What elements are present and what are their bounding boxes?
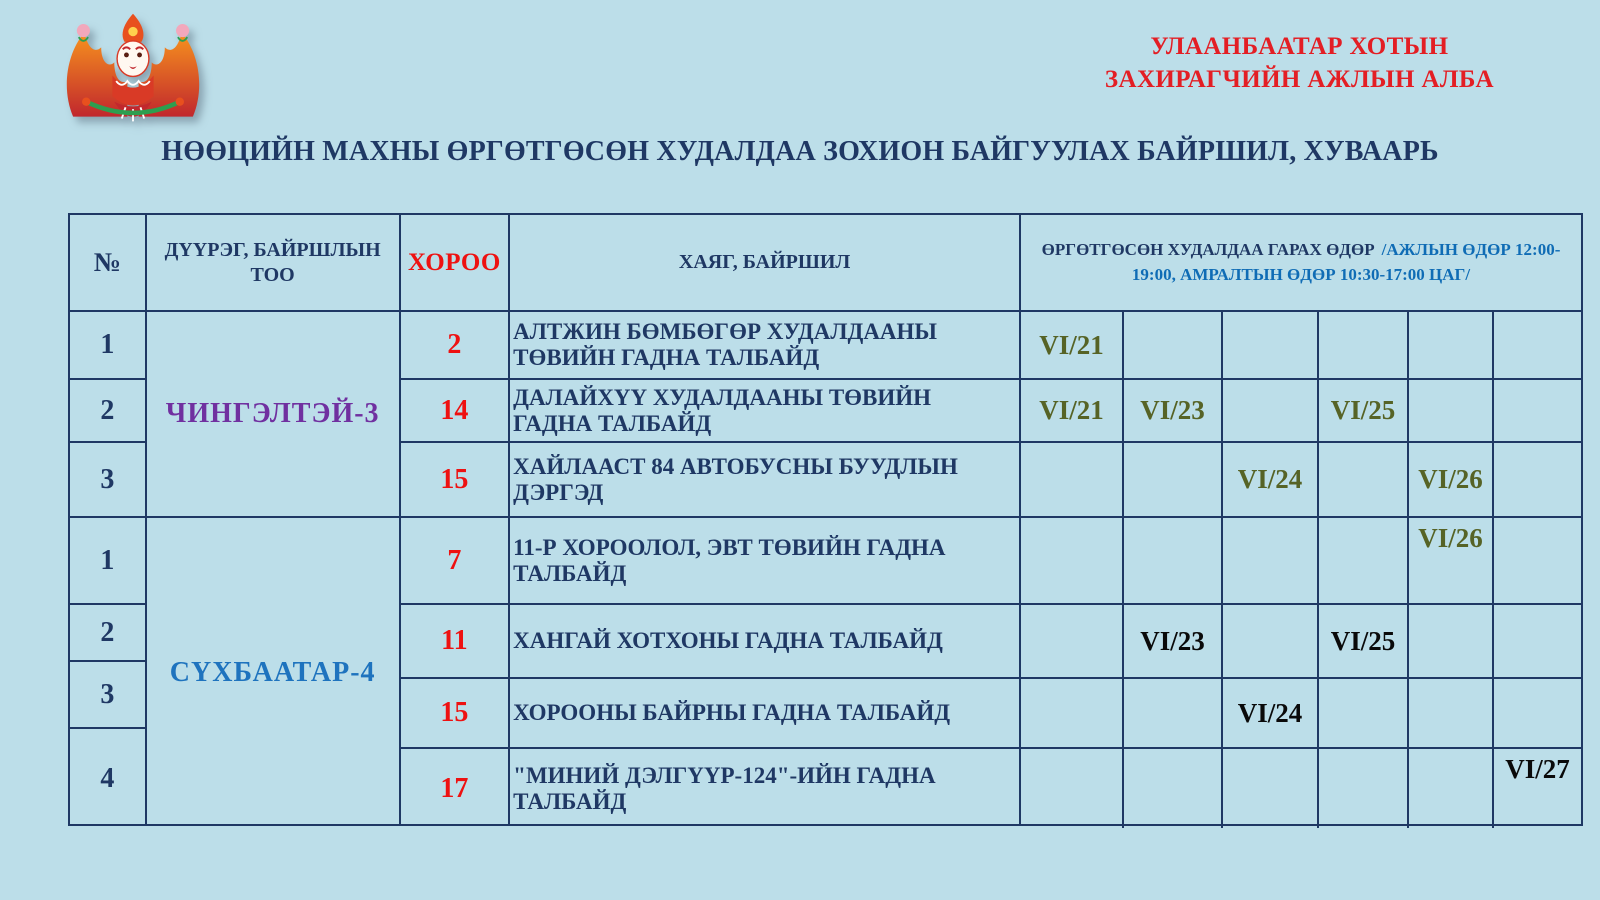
date-row: VI/21 VI/23 VI/25	[1021, 380, 1582, 443]
date-cell	[1021, 518, 1125, 603]
address-cell: ХАЙЛААСТ 84 АВТОБУСНЫ БУУДЛЫН ДЭРГЭД	[510, 443, 1020, 518]
date-row: VI/27	[1021, 749, 1581, 828]
khoroo-number-cell: 7	[400, 518, 509, 605]
date-cell	[1124, 518, 1224, 603]
date-cell	[1223, 380, 1320, 441]
date-cell	[1223, 518, 1320, 603]
date-cell	[1494, 679, 1581, 747]
date-cell: VI/23	[1124, 605, 1224, 677]
address-cell: "МИНИЙ ДЭЛГҮҮР-124"-ИЙН ГАДНА ТАЛБАЙД	[513, 762, 936, 814]
date-cell	[1409, 605, 1495, 677]
date-cell: VI/21	[1021, 380, 1125, 441]
page-title: НӨӨЦИЙН МАХНЫ ӨРГӨТГӨСӨН ХУДАЛДАА ЗОХИОН…	[161, 136, 1439, 167]
date-cell	[1319, 312, 1410, 378]
date-cell	[1021, 749, 1125, 828]
date-row: VI/24	[1021, 679, 1582, 749]
row-number-cell: 2	[70, 605, 145, 662]
date-cell	[1021, 605, 1125, 677]
date-cell	[1409, 312, 1495, 378]
date-cell	[1021, 443, 1125, 516]
header-schedule-main: ӨРГӨТГӨСӨН ХУДАЛДАА ГАРАХ ӨДӨР	[1041, 239, 1375, 259]
row-number-cell: 1	[70, 312, 145, 380]
date-cell	[1124, 749, 1224, 828]
row-number-cell: 4	[100, 762, 115, 794]
district-name-cell: ЧИНГЭЛТЭЙ-3	[146, 312, 399, 518]
date-cell	[1494, 443, 1581, 516]
row-number-cell: 3	[70, 443, 145, 518]
date-cell	[1319, 749, 1410, 828]
date-cell	[1223, 605, 1320, 677]
date-cell	[1319, 679, 1410, 747]
header-schedule-note: /АЖЛЫН ӨДӨР 12:00-19:00, АМРАЛТЫН ӨДӨР 1…	[1131, 239, 1561, 284]
date-cell	[1021, 679, 1125, 747]
khoroo-number-cell: 2	[400, 312, 509, 380]
date-cell: VI/23	[1124, 380, 1224, 441]
date-cell: VI/21	[1021, 312, 1125, 378]
date-row: VI/23 VI/25	[1021, 605, 1582, 679]
org-name-block: УЛААНБААТАР ХОТЫН ЗАХИРАГЧИЙН АЖЛЫН АЛБА	[1105, 30, 1494, 96]
address-cell: 11-Р ХОРООЛОЛ, ЭВТ ТӨВИЙН ГАДНА ТАЛБАЙД	[510, 518, 1020, 605]
khoroo-number-cell: 11	[400, 605, 509, 679]
khangarid-emblem-icon	[66, 13, 200, 122]
date-cell	[1319, 443, 1410, 516]
district-column: ДҮҮРЭГ, БАЙРШЛЫН ТОО ЧИНГЭЛТЭЙ-3 СҮХБААТ…	[146, 215, 401, 824]
date-cell: VI/24	[1223, 443, 1320, 516]
khoroo-number-cell: 14	[400, 380, 509, 443]
date-cell: VI/25	[1319, 380, 1410, 441]
date-cell	[1223, 749, 1320, 828]
date-row: VI/24 VI/26	[1021, 443, 1582, 518]
header-district: ДҮҮРЭГ, БАЙРШЛЫН ТОО	[146, 215, 399, 312]
date-cell	[1409, 749, 1495, 828]
header-num: №	[70, 215, 145, 312]
date-cell	[1409, 679, 1495, 747]
date-cell: VI/27	[1505, 754, 1570, 784]
date-cell: VI/26	[1409, 443, 1495, 516]
khoroo-number-cell: 15	[400, 443, 509, 518]
header-khoroo: ХОРОО	[400, 215, 509, 312]
khoroo-column: ХОРОО 2 14 15 7 11 15 17	[400, 215, 511, 824]
schedule-table: № 1 2 3 1 2 3 4 ДҮҮРЭГ, БАЙРШЛЫН ТОО ЧИН…	[68, 213, 1583, 828]
row-number-cell: 2	[70, 380, 145, 443]
address-cell: ДАЛАЙХҮҮ ХУДАЛДААНЫ ТӨВИЙН ГАДНА ТАЛБАЙД	[510, 380, 1020, 443]
district-name-cell: СҮХБААТАР-4	[169, 657, 376, 688]
khoroo-number-cell: 15	[400, 679, 509, 749]
num-column: № 1 2 3 1 2 3 4	[70, 215, 147, 824]
date-cell	[1409, 380, 1495, 441]
org-name-line2: ЗАХИРАГЧИЙН АЖЛЫН АЛБА	[1104, 66, 1494, 93]
header-address: ХАЯГ, БАЙРШИЛ	[510, 215, 1020, 312]
date-row: VI/21	[1021, 312, 1582, 380]
date-row: VI/26	[1021, 518, 1582, 605]
date-cell	[1494, 380, 1581, 441]
date-cell	[1124, 443, 1224, 516]
date-cell: VI/24	[1223, 679, 1320, 747]
address-cell: ХАНГАЙ ХОТХОНЫ ГАДНА ТАЛБАЙД	[510, 605, 1020, 679]
schedule-dates-column: ӨРГӨТГӨСӨН ХУДАЛДАА ГАРАХ ӨДӨР/АЖЛЫН ӨДӨ…	[1021, 215, 1582, 828]
date-cell	[1494, 312, 1581, 378]
address-cell: АЛТЖИН БӨМБӨГӨР ХУДАЛДААНЫ ТӨВИЙН ГАДНА …	[510, 312, 1020, 380]
address-cell: ХОРООНЫ БАЙРНЫ ГАДНА ТАЛБАЙД	[510, 679, 1020, 749]
date-cell	[1223, 312, 1320, 378]
date-cell: VI/25	[1319, 605, 1410, 677]
header-schedule: ӨРГӨТГӨСӨН ХУДАЛДАА ГАРАХ ӨДӨР/АЖЛЫН ӨДӨ…	[1021, 215, 1582, 312]
date-cell	[1319, 518, 1410, 603]
row-number-cell: 1	[70, 518, 145, 605]
date-cell	[1124, 312, 1224, 378]
org-name-line1: УЛААНБААТАР ХОТЫН	[1150, 33, 1449, 60]
date-cell	[1124, 679, 1224, 747]
row-number-cell: 3	[70, 662, 145, 729]
address-column: ХАЯГ, БАЙРШИЛ АЛТЖИН БӨМБӨГӨР ХУДАЛДААНЫ…	[510, 215, 1022, 824]
date-cell: VI/26	[1409, 518, 1495, 603]
khoroo-number-cell: 17	[440, 772, 469, 804]
date-cell	[1494, 518, 1581, 603]
date-cell	[1494, 605, 1581, 677]
